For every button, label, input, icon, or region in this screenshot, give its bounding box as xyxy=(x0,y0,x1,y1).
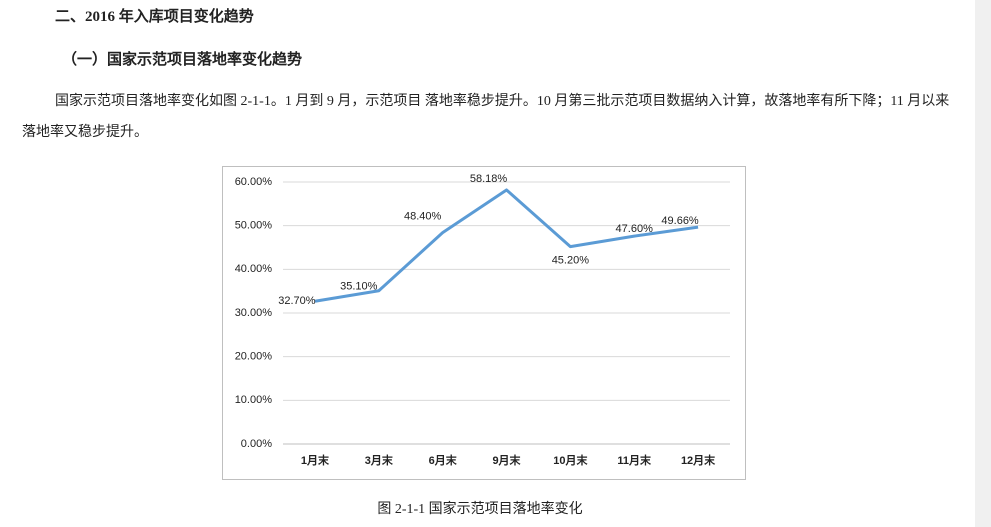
data-label: 49.66% xyxy=(661,215,699,227)
y-tick-label: 0.00% xyxy=(241,438,272,450)
heading: 二、2016 年入库项目变化趋势 xyxy=(55,9,254,25)
y-tick-label: 40.00% xyxy=(235,263,273,275)
line xyxy=(314,188,699,303)
subheading: （一）国家示范项目落地率变化趋势 xyxy=(62,52,303,68)
data-label: 35.10% xyxy=(340,281,378,293)
y-tick-label: 50.00% xyxy=(235,220,273,232)
y-tick-label: 10.00% xyxy=(235,394,273,406)
y-tick-label: 60.00% xyxy=(235,176,273,188)
data-label: 58.18% xyxy=(470,173,508,185)
data-label: 45.20% xyxy=(552,255,590,267)
data-label: 48.40% xyxy=(404,211,442,223)
data-label: 47.60% xyxy=(616,223,654,235)
x-tick-label: 9月末 xyxy=(492,453,521,467)
x-tick-label: 12月末 xyxy=(681,453,716,467)
y-tick-label: 20.00% xyxy=(235,351,273,363)
x-tick-label: 10月末 xyxy=(553,453,588,467)
scrollbar xyxy=(975,0,991,527)
x-tick-label: 6月末 xyxy=(429,453,458,467)
data-label: 32.70% xyxy=(278,295,316,307)
x-tick-label: 1月末 xyxy=(301,453,330,467)
chart-frame xyxy=(222,166,746,480)
x-tick-label: 11月末 xyxy=(617,453,652,467)
y-tick-label: 30.00% xyxy=(235,307,273,319)
x-tick-label: 3月末 xyxy=(365,453,394,467)
caption: 图 2-1-1 国家示范项目落地率变化 xyxy=(377,502,583,517)
chart: 0.00% 10.00% 20.00% 30.00% 40.00% 50.00% 60.00… xyxy=(222,166,746,480)
paragraph: 国家示范项目落地率变化如图 2-1-1。1 月到 9 月，示范项目 落地率稳步提… xyxy=(22,94,950,140)
